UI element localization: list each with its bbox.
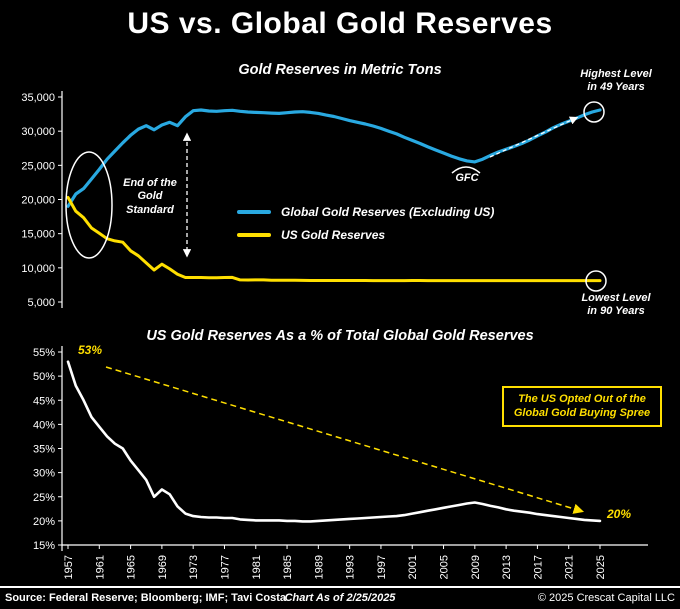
lowest-level-annotation: Lowest Level in 90 Years bbox=[581, 292, 651, 318]
end-percent-annotation: 20% bbox=[606, 507, 632, 521]
metric-tons-chart-title: Gold Reserves in Metric Tons bbox=[238, 62, 442, 78]
opted-out-callout: The US Opted Out of the Global Gold Buyi… bbox=[502, 386, 662, 427]
series-line-0 bbox=[66, 360, 602, 523]
x-tick-label: 2017 bbox=[532, 555, 544, 579]
y-tick-label: 10,000 bbox=[21, 263, 55, 275]
y-tick-label: 35% bbox=[33, 444, 55, 456]
percent-chart: 15% 20% 25% 30% 35% 40% 45% 50% 55% 1957 1961 1965 1… bbox=[33, 346, 648, 579]
y-tick-label: 15% bbox=[33, 540, 55, 552]
x-tick-label: 1965 bbox=[126, 555, 138, 579]
start-percent-annotation: 53% bbox=[77, 343, 103, 357]
decline-trend-arrow bbox=[105, 366, 585, 514]
x-tick-label: 2013 bbox=[501, 555, 513, 579]
x-tick-label: 1989 bbox=[313, 555, 325, 579]
gfc-annotation: GFC bbox=[455, 172, 479, 184]
y-tick-label: 50% bbox=[33, 371, 55, 383]
highest-level-annotation: Highest Level in 49 Years bbox=[580, 68, 652, 94]
highest-level-arrow bbox=[489, 116, 579, 158]
y-tick-label: 5,000 bbox=[27, 297, 55, 309]
footer-divider bbox=[0, 586, 680, 588]
x-tick-label: 2001 bbox=[407, 555, 419, 579]
x-tick-label: 1957 bbox=[63, 555, 75, 579]
y-tick-label: 25% bbox=[33, 492, 55, 504]
start-points-ellipse bbox=[65, 151, 113, 259]
y-tick-label: 25,000 bbox=[21, 160, 55, 172]
y-tick-label: 20,000 bbox=[21, 195, 55, 207]
footer-copyright: © 2025 Crescat Capital LLC bbox=[537, 592, 675, 604]
x-tick-label: 1961 bbox=[94, 555, 106, 579]
us-endpoint-circle bbox=[585, 270, 607, 292]
y-tick-label: 30,000 bbox=[21, 126, 55, 138]
y-tick-label: 45% bbox=[33, 395, 55, 407]
metric-tons-plot: 5,000 10,000 15,000 20,000 25,000 30,000 35,00… bbox=[21, 91, 602, 309]
x-tick-label: 2009 bbox=[470, 555, 482, 579]
x-tick-label: 1997 bbox=[376, 555, 388, 579]
y-tick-label: 30% bbox=[33, 468, 55, 480]
y-tick-label: 20% bbox=[33, 516, 55, 528]
global-endpoint-circle bbox=[583, 101, 605, 123]
legend-item-global: Global Gold Reserves (Excluding US) bbox=[237, 200, 494, 223]
x-tick-label: 1993 bbox=[345, 555, 357, 579]
x-tick-label: 1973 bbox=[188, 555, 200, 579]
legend-label-us: US Gold Reserves bbox=[281, 227, 386, 242]
global-line-swatch bbox=[237, 209, 271, 214]
percent-chart-title: US Gold Reserves As a % of Total Global … bbox=[146, 328, 534, 344]
x-tick-label: 1969 bbox=[157, 555, 169, 579]
legend-item-us: US Gold Reserves bbox=[237, 223, 494, 246]
y-tick-label: 35,000 bbox=[21, 92, 55, 104]
page-title: US vs. Global Gold Reserves bbox=[127, 7, 553, 40]
footer-source: Source: Federal Reserve; Bloomberg; IMF;… bbox=[5, 592, 286, 604]
x-tick-label: 1981 bbox=[251, 555, 263, 579]
x-tick-label: 2021 bbox=[564, 555, 576, 579]
metric-tons-annotations bbox=[65, 101, 607, 292]
percent-annotations bbox=[105, 366, 585, 514]
gfc-arc bbox=[451, 166, 481, 174]
metric-tons-chart: 5,000 10,000 15,000 20,000 25,000 30,000 35,00… bbox=[21, 91, 607, 309]
series-line-1 bbox=[66, 195, 602, 283]
percent-plot: 15% 20% 25% 30% 35% 40% 45% 50% 55% 1957 1961 1965 1… bbox=[33, 346, 648, 579]
x-tick-label: 2025 bbox=[595, 555, 607, 579]
end-gold-standard-annotation: End of the Gold Standard bbox=[123, 177, 177, 216]
y-tick-label: 55% bbox=[33, 347, 55, 359]
y-tick-label: 15,000 bbox=[21, 229, 55, 241]
legend: Global Gold Reserves (Excluding US) US G… bbox=[237, 200, 494, 246]
us-line-swatch bbox=[237, 232, 271, 237]
legend-label-global: Global Gold Reserves (Excluding US) bbox=[281, 204, 495, 219]
y-tick-label: 40% bbox=[33, 419, 55, 431]
x-tick-label: 1985 bbox=[282, 555, 294, 579]
x-tick-label: 1977 bbox=[219, 555, 231, 579]
footer-as-of-date: Chart As of 2/25/2025 bbox=[284, 592, 396, 604]
x-tick-label: 2005 bbox=[439, 555, 451, 579]
